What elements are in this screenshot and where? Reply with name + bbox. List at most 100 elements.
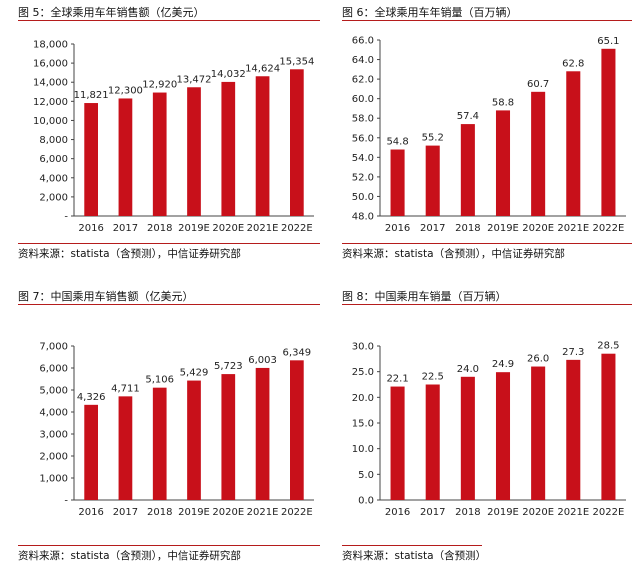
bar	[290, 69, 304, 216]
bar	[255, 76, 270, 216]
bar	[255, 367, 270, 500]
x-tick-label: 2016	[385, 507, 410, 518]
data-label: 65.1	[597, 36, 619, 47]
y-tick-label: 56.0	[352, 133, 374, 144]
x-tick-label: 2018	[455, 223, 480, 234]
data-label: 24.9	[492, 359, 514, 370]
bar	[495, 110, 511, 216]
source-rule	[18, 243, 320, 244]
x-tick-label: 2019E	[178, 223, 210, 234]
bar	[531, 366, 546, 500]
bar	[221, 374, 236, 500]
x-tick-label: 2016	[78, 507, 103, 518]
source-rule	[18, 545, 320, 546]
bar	[187, 87, 201, 217]
x-tick-label: 2022E	[593, 223, 625, 234]
bar	[118, 396, 133, 500]
data-label: 6,003	[248, 355, 277, 366]
data-label: 5,429	[180, 368, 209, 379]
data-label: 4,711	[111, 383, 140, 394]
x-tick-label: 2016	[78, 223, 103, 234]
x-tick-label: 2021E	[247, 223, 279, 234]
data-label: 11,821	[74, 90, 109, 101]
source-rule	[342, 243, 632, 244]
data-label: 60.7	[527, 79, 549, 90]
y-tick-label: 62.0	[352, 75, 374, 86]
y-tick-label: 60.0	[352, 94, 374, 105]
data-label: 62.8	[562, 58, 584, 69]
source-note: 资料来源：statista（含预测），中信证券研究部	[18, 248, 241, 260]
source-note: 资料来源：statista（含预测），中信证券研究部	[342, 248, 565, 260]
title-rule	[342, 20, 632, 21]
y-tick-label: 64.0	[352, 55, 374, 66]
x-tick-label: 2022E	[281, 223, 313, 234]
y-tick-label: 7,000	[39, 342, 68, 353]
y-tick-label: 18,000	[33, 40, 68, 51]
x-tick-label: 2020E	[212, 223, 244, 234]
data-label: 12,920	[142, 80, 177, 91]
y-tick-label: 52.0	[352, 172, 374, 183]
title-rule	[18, 304, 320, 305]
bar	[221, 81, 236, 216]
bar	[495, 372, 511, 500]
source-rule	[342, 545, 482, 546]
bar-chart: - 1,000 2,000 3,000 4,000 5,000 6,000 7,000 4,32…	[39, 342, 314, 518]
bar	[601, 48, 616, 216]
title-rule	[18, 20, 320, 21]
data-label: 55.2	[422, 133, 444, 144]
x-tick-label: 2017	[420, 223, 445, 234]
x-tick-label: 2021E	[247, 507, 279, 518]
bar	[566, 71, 581, 217]
y-tick-label: 58.0	[352, 114, 374, 125]
data-label: 15,354	[279, 56, 314, 67]
y-tick-label: 0.0	[358, 496, 374, 507]
x-tick-label: 2018	[455, 507, 480, 518]
y-tick-label: -	[64, 496, 68, 507]
x-tick-label: 2022E	[593, 507, 625, 518]
title-rule	[342, 304, 632, 305]
data-label: 13,472	[177, 74, 212, 85]
bar	[118, 98, 133, 216]
y-tick-label: 20.0	[352, 393, 374, 404]
x-tick-label: 2018	[147, 223, 172, 234]
bar	[425, 384, 440, 500]
y-tick-label: 14,000	[33, 78, 68, 89]
y-tick-label: 5.0	[358, 470, 374, 481]
y-tick-label: 2,000	[39, 192, 68, 203]
data-label: 28.5	[597, 341, 619, 352]
data-label: 12,300	[108, 85, 143, 96]
data-label: 24.0	[457, 364, 479, 375]
data-label: 4,326	[77, 392, 106, 403]
y-tick-label: 3,000	[39, 430, 68, 441]
data-label: 27.3	[562, 347, 584, 358]
data-label: 58.8	[492, 97, 514, 108]
bar-chart: - 2,000 4,000 6,000 8,000 10,000 12,000 14,000 1…	[33, 40, 314, 235]
bar	[187, 380, 201, 500]
data-label: 5,723	[214, 361, 243, 372]
y-tick-label: 30.0	[352, 342, 374, 353]
bar	[290, 360, 304, 500]
x-tick-label: 2017	[113, 223, 138, 234]
bar	[152, 387, 167, 500]
source-note: 资料来源：statista（含预测）	[342, 550, 487, 562]
bar	[152, 92, 167, 216]
data-label: 6,349	[283, 347, 312, 358]
x-tick-label: 2019E	[487, 223, 519, 234]
x-tick-label: 2021E	[557, 507, 589, 518]
y-tick-label: 66.0	[352, 36, 374, 47]
y-tick-label: -	[64, 212, 68, 223]
x-tick-label: 2018	[147, 507, 172, 518]
bar	[390, 149, 405, 216]
y-tick-label: 50.0	[352, 192, 374, 203]
bar-chart: 48.0 50.0 52.0 54.0 56.0 58.0 60.0 62.0 64.0 66.0…	[352, 36, 626, 234]
y-tick-label: 10.0	[352, 444, 374, 455]
bar	[460, 124, 475, 216]
y-tick-label: 6,000	[39, 364, 68, 375]
data-label: 54.8	[386, 137, 408, 148]
y-tick-label: 12,000	[33, 97, 68, 108]
bar	[84, 103, 98, 216]
bar-chart: 0.0 5.0 10.0 15.0 20.0 25.0 30.0 22.1 2016 22.5 20…	[352, 341, 626, 518]
chart-panel-fig6: 图 6：全球乘用车年销量（百万辆） 48.0 50.0 52.0 54.0 56.0 58…	[342, 4, 632, 266]
chart-title: 图 8：中国乘用车销量（百万辆）	[342, 290, 507, 303]
y-tick-label: 8,000	[39, 135, 68, 146]
